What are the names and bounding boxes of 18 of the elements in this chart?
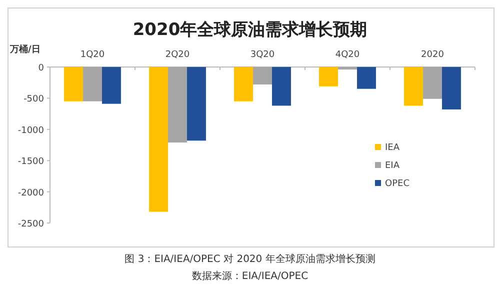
y-tick-label: -1500 [18,157,44,168]
x-tick-label: 2020 [421,50,444,60]
chart-title: 2020年全球原油需求增长预期 [132,20,368,40]
x-tick-label: 4Q20 [335,50,360,60]
source-note: 数据来源：EIA/IEA/OPEC [192,270,308,282]
y-tick-label: -2000 [18,188,44,198]
legend-label: EIA [385,161,400,171]
y-tick-label: 0 [38,64,44,74]
legend-label: IEA [385,143,400,153]
caption: 图 3：EIA/IEA/OPEC 对 2020 年全球原油需求增长预测 [124,253,376,265]
y-tick-label: -1000 [18,126,44,136]
legend-label: OPEC [385,179,410,189]
y-axis-title: 万桶/日 [9,44,40,55]
x-tick-label: 2Q20 [165,50,190,60]
y-tick-label: -2500 [18,220,44,230]
x-tick-label: 1Q20 [80,50,105,60]
x-tick-label: 3Q20 [250,50,275,60]
y-tick-label: -500 [24,94,44,105]
